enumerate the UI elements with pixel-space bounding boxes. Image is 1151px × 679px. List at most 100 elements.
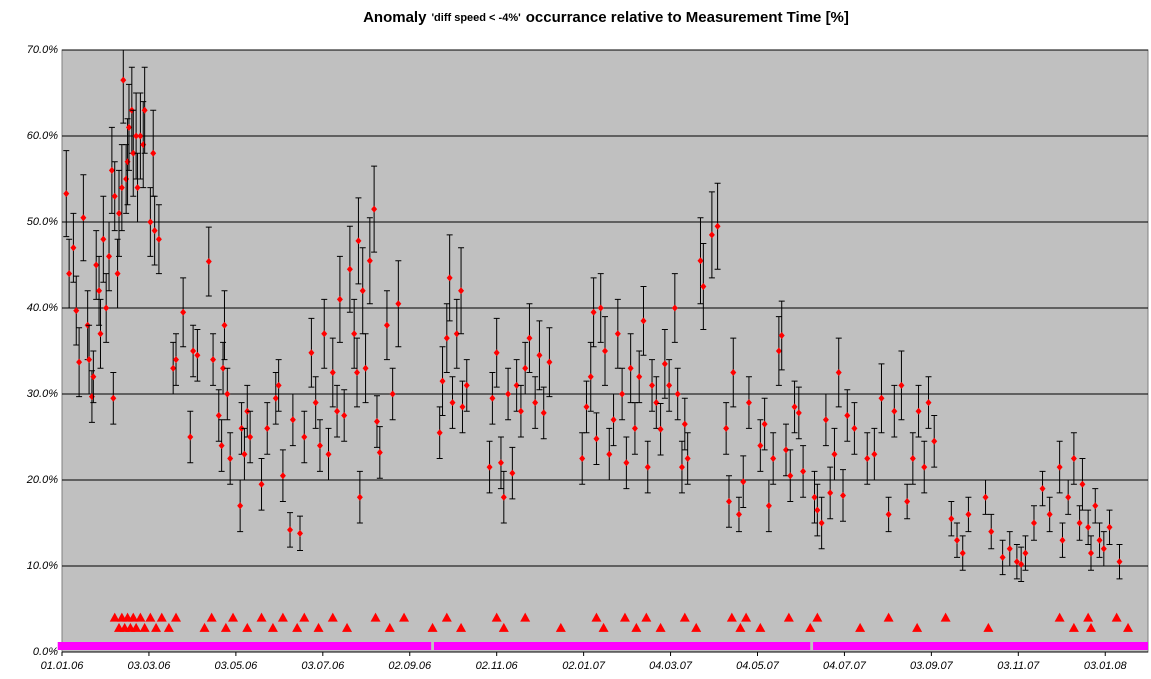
triangle-point bbox=[456, 622, 467, 632]
point bbox=[73, 307, 80, 315]
chart-title: Anomaly 'diff speed < -4%' occurrance rela… bbox=[363, 9, 849, 26]
x-tick-label: 02.01.07 bbox=[562, 660, 606, 672]
point bbox=[190, 347, 197, 355]
point bbox=[453, 330, 460, 338]
point bbox=[740, 478, 747, 486]
point bbox=[878, 394, 885, 402]
point bbox=[373, 418, 380, 426]
x-tick-label: 04.05.07 bbox=[736, 660, 780, 672]
triangle-point bbox=[591, 612, 602, 622]
point bbox=[110, 394, 117, 402]
y-tick-label: 60.0% bbox=[27, 130, 58, 142]
point bbox=[500, 493, 507, 501]
point bbox=[714, 222, 721, 230]
x-tick-label: 01.01.06 bbox=[41, 660, 85, 672]
point bbox=[697, 257, 704, 265]
triangle-point bbox=[1085, 622, 1096, 632]
point bbox=[1085, 523, 1092, 531]
point bbox=[224, 390, 231, 398]
point bbox=[1039, 485, 1046, 493]
triangle-point bbox=[619, 612, 630, 622]
point bbox=[1096, 536, 1103, 544]
point bbox=[851, 424, 858, 432]
point bbox=[458, 287, 465, 295]
point bbox=[439, 377, 446, 385]
point bbox=[133, 132, 140, 140]
point bbox=[215, 412, 222, 419]
triangle-point bbox=[755, 622, 766, 632]
point bbox=[948, 515, 955, 523]
point bbox=[631, 424, 638, 432]
point bbox=[287, 526, 294, 534]
point bbox=[999, 553, 1006, 561]
point bbox=[359, 287, 366, 295]
point bbox=[116, 209, 123, 217]
point bbox=[602, 347, 608, 355]
point bbox=[770, 455, 777, 462]
point bbox=[170, 364, 177, 372]
point bbox=[536, 351, 543, 359]
point bbox=[1116, 558, 1123, 566]
point bbox=[312, 399, 319, 407]
point bbox=[1056, 463, 1063, 471]
point bbox=[644, 463, 651, 471]
x-tick-label: 03.11.07 bbox=[997, 660, 1040, 672]
triangle-point bbox=[151, 622, 162, 632]
point bbox=[757, 442, 764, 450]
point bbox=[1092, 502, 1099, 510]
point bbox=[610, 416, 617, 424]
triangle-point bbox=[145, 612, 156, 622]
point bbox=[898, 381, 905, 389]
point bbox=[959, 549, 966, 557]
point bbox=[329, 369, 336, 376]
point bbox=[590, 308, 597, 316]
point bbox=[678, 463, 685, 471]
point bbox=[1059, 536, 1066, 544]
point bbox=[130, 149, 137, 157]
triangle-point bbox=[384, 622, 395, 632]
point bbox=[844, 412, 851, 419]
point bbox=[1079, 480, 1086, 488]
triangle-point bbox=[691, 622, 702, 632]
triangle-point bbox=[370, 612, 381, 622]
y-tick-label: 20.0% bbox=[26, 474, 58, 486]
triangle-point bbox=[399, 612, 410, 622]
point bbox=[120, 76, 127, 84]
point bbox=[909, 455, 916, 462]
y-tick-label: 0.0% bbox=[33, 646, 58, 658]
triangle-point bbox=[206, 612, 217, 622]
point bbox=[205, 258, 212, 266]
point bbox=[546, 358, 553, 366]
point bbox=[509, 469, 516, 477]
point bbox=[395, 300, 402, 308]
point bbox=[871, 450, 878, 458]
point bbox=[279, 472, 286, 480]
triangle-point bbox=[242, 622, 253, 632]
point bbox=[681, 420, 688, 428]
point bbox=[275, 381, 282, 389]
point bbox=[449, 399, 456, 407]
point bbox=[904, 498, 911, 505]
triangle-point bbox=[912, 622, 923, 632]
point bbox=[355, 237, 362, 245]
triangle-point bbox=[139, 622, 150, 632]
point bbox=[526, 334, 533, 342]
point bbox=[221, 321, 228, 329]
point bbox=[606, 450, 613, 458]
point bbox=[811, 493, 818, 501]
x-tick-label: 04.07.07 bbox=[823, 660, 867, 672]
point bbox=[376, 448, 383, 456]
triangle-point bbox=[631, 622, 642, 632]
triangle-point bbox=[156, 612, 167, 622]
point bbox=[70, 244, 77, 252]
point bbox=[97, 330, 104, 338]
point bbox=[1087, 549, 1094, 557]
x-tick-label: 03.05.06 bbox=[214, 660, 258, 672]
point bbox=[446, 274, 453, 282]
point bbox=[1006, 545, 1013, 553]
point bbox=[63, 190, 70, 198]
point bbox=[141, 106, 148, 114]
triangle-point bbox=[491, 612, 502, 622]
triangle-point bbox=[131, 622, 142, 632]
